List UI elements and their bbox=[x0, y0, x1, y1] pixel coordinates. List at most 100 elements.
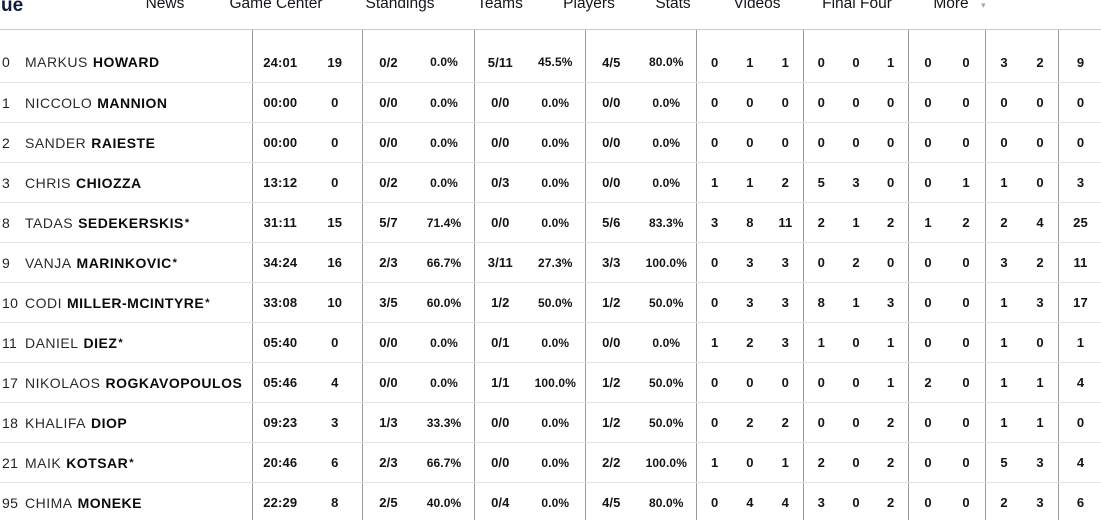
fouls-cell: 0 0 bbox=[985, 123, 1058, 162]
player-name-cell[interactable]: 11 DANIEL DIEZ * bbox=[0, 323, 252, 362]
points-value: 0 bbox=[331, 175, 339, 190]
fouls-received-value: 4 bbox=[1036, 215, 1044, 230]
offensive-rebounds: 0 bbox=[710, 495, 719, 510]
pir-cell: 4 bbox=[1058, 443, 1101, 482]
three-point-percentage: 0.0% bbox=[541, 415, 570, 430]
steals-value: 1 bbox=[852, 215, 860, 230]
player-name-cell[interactable]: 17 NIKOLAOS ROGKAVOPOULOS bbox=[0, 363, 252, 402]
two-point-percentage: 71.4% bbox=[426, 215, 462, 230]
three-point-made-attempted: 0/0 bbox=[491, 95, 510, 110]
defensive-rebounds: 2 bbox=[746, 415, 754, 430]
nav-item-standings[interactable]: Standings bbox=[365, 0, 435, 12]
rebounds-cell: 1 2 3 bbox=[696, 323, 803, 362]
fouls-received-value: 0 bbox=[1036, 135, 1044, 150]
fouls-cell: 1 3 bbox=[985, 283, 1058, 322]
assists-value: 0 bbox=[817, 54, 826, 70]
player-name-cell[interactable]: 8 TADAS SEDEKERSKIS * bbox=[0, 203, 252, 242]
free-throw-percentage: 50.0% bbox=[648, 415, 684, 430]
fouls-cell: 2 3 bbox=[985, 483, 1058, 520]
free-throw-made-attempted: 3/3 bbox=[602, 255, 621, 270]
three-point-made-attempted: 0/0 bbox=[491, 135, 510, 150]
blocks-cell: 0 0 bbox=[908, 30, 985, 82]
player-name-cell[interactable]: 18 KHALIFA DIOP bbox=[0, 403, 252, 442]
fouls-committed-value: 0 bbox=[1000, 95, 1008, 110]
player-last-name: MANNION bbox=[97, 94, 168, 111]
blocks-against-value: 1 bbox=[962, 175, 970, 190]
blocks-against-value: 0 bbox=[962, 135, 970, 150]
two-point-cell: 2/3 66.7% bbox=[362, 443, 474, 482]
player-number: 21 bbox=[2, 454, 19, 471]
nav-item-stats[interactable]: Stats bbox=[655, 0, 691, 12]
player-number: 0 bbox=[2, 54, 11, 70]
player-name-cell[interactable]: 95 CHIMA MONEKE bbox=[0, 483, 252, 520]
top-navigation: ue News Game Center Standings Teams Play… bbox=[0, 0, 1101, 29]
rebounds-cell: 0 1 1 bbox=[696, 30, 803, 82]
three-point-made-attempted: 1/1 bbox=[491, 375, 510, 390]
player-row: 18 KHALIFA DIOP 09:23 3 1/3 33.3% 0/0 0.… bbox=[0, 402, 1101, 442]
turnovers-value: 0 bbox=[886, 175, 895, 190]
chevron-down-icon[interactable]: ▾ bbox=[981, 0, 986, 10]
player-name-cell[interactable]: 2 SANDER RAIESTE bbox=[0, 123, 252, 162]
player-row: 21 MAIK KOTSAR * 20:46 6 2/3 66.7% 0/0 0… bbox=[0, 442, 1101, 482]
nav-item-more[interactable]: More bbox=[933, 0, 969, 12]
blocks-cell: 0 0 bbox=[908, 83, 985, 122]
minutes-points-cell: 34:24 16 bbox=[252, 243, 362, 282]
nav-item-final-four[interactable]: Final Four bbox=[822, 0, 892, 12]
player-name-cell[interactable]: 10 CODI MILLER-MCINTYRE * bbox=[0, 283, 252, 322]
player-name-cell[interactable]: 3 CHRIS CHIOZZA bbox=[0, 163, 252, 202]
nav-item-videos[interactable]: Videos bbox=[733, 0, 781, 12]
nav-item-players[interactable]: Players bbox=[563, 0, 615, 12]
two-point-made-attempted: 1/3 bbox=[379, 415, 398, 430]
player-first-name: NIKOLAOS bbox=[25, 374, 101, 391]
two-point-percentage: 0.0% bbox=[430, 175, 458, 190]
free-throw-cell: 2/2 100.0% bbox=[585, 443, 696, 482]
total-rebounds: 1 bbox=[781, 54, 789, 70]
minutes-points-cell: 22:29 8 bbox=[252, 483, 362, 520]
blocks-against-value: 0 bbox=[962, 375, 970, 390]
site-logo[interactable]: ue bbox=[1, 0, 24, 16]
blocks-against-value: 0 bbox=[962, 335, 970, 350]
assists-value: 2 bbox=[817, 455, 826, 470]
nav-item-teams[interactable]: Teams bbox=[477, 0, 523, 12]
three-point-cell: 3/11 27.3% bbox=[474, 243, 585, 282]
player-name-cell[interactable]: 1 NICCOLO MANNION bbox=[0, 83, 252, 122]
three-point-percentage: 45.5% bbox=[537, 55, 573, 69]
three-point-percentage: 100.0% bbox=[534, 375, 576, 390]
defensive-rebounds: 0 bbox=[746, 95, 754, 110]
minutes-points-cell: 09:23 3 bbox=[252, 403, 362, 442]
player-name-cell[interactable]: 9 VANJA MARINKOVIC * bbox=[0, 243, 252, 282]
free-throw-cell: 0/0 0.0% bbox=[585, 323, 696, 362]
total-rebounds: 2 bbox=[781, 175, 789, 190]
pir-cell: 6 bbox=[1058, 483, 1101, 520]
fouls-received-value: 3 bbox=[1036, 495, 1044, 510]
turnovers-value: 1 bbox=[886, 54, 895, 70]
defensive-rebounds: 0 bbox=[746, 135, 754, 150]
player-last-name: SEDEKERSKIS bbox=[78, 214, 184, 231]
turnovers-value: 0 bbox=[886, 135, 895, 150]
points-value: 0 bbox=[331, 335, 339, 350]
turnovers-value: 0 bbox=[886, 255, 895, 270]
three-point-cell: 0/0 0.0% bbox=[474, 83, 585, 122]
fouls-cell: 2 4 bbox=[985, 203, 1058, 242]
free-throw-percentage: 80.0% bbox=[648, 495, 684, 510]
offensive-rebounds: 0 bbox=[710, 135, 719, 150]
player-name-cell[interactable]: 21 MAIK KOTSAR * bbox=[0, 443, 252, 482]
defensive-rebounds: 4 bbox=[746, 495, 754, 510]
player-row: 9 VANJA MARINKOVIC * 34:24 16 2/3 66.7% … bbox=[0, 242, 1101, 282]
starter-mark: * bbox=[172, 256, 177, 269]
two-point-percentage: 66.7% bbox=[426, 255, 462, 270]
free-throw-percentage: 80.0% bbox=[648, 55, 684, 69]
player-name-cell[interactable]: 0 MARKUS HOWARD bbox=[0, 30, 252, 82]
fouls-received-value: 3 bbox=[1036, 295, 1044, 310]
three-point-cell: 0/0 0.0% bbox=[474, 203, 585, 242]
starter-mark: * bbox=[184, 216, 190, 229]
offensive-rebounds: 0 bbox=[710, 95, 719, 110]
defensive-rebounds: 0 bbox=[746, 375, 754, 390]
total-rebounds: 1 bbox=[781, 455, 789, 470]
nav-item-news[interactable]: News bbox=[145, 0, 185, 12]
three-point-percentage: 0.0% bbox=[541, 135, 570, 150]
two-point-cell: 2/5 40.0% bbox=[362, 483, 474, 520]
nav-item-game-center[interactable]: Game Center bbox=[229, 0, 323, 12]
blocks-favour-value: 0 bbox=[924, 255, 932, 270]
